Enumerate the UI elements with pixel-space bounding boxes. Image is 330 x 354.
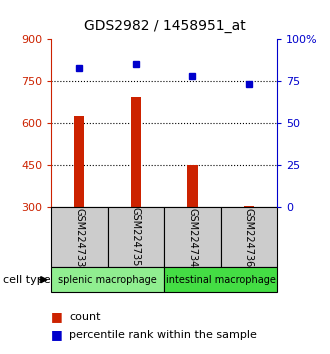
Text: ■: ■ <box>51 310 63 323</box>
Bar <box>187 165 198 207</box>
Text: ■: ■ <box>51 328 63 341</box>
Text: percentile rank within the sample: percentile rank within the sample <box>69 330 257 339</box>
Bar <box>244 206 254 207</box>
Text: intestinal macrophage: intestinal macrophage <box>166 275 276 285</box>
Text: splenic macrophage: splenic macrophage <box>58 275 157 285</box>
Bar <box>74 116 84 207</box>
Text: cell type: cell type <box>3 275 51 285</box>
Text: GSM224734: GSM224734 <box>187 207 197 267</box>
Text: GDS2982 / 1458951_at: GDS2982 / 1458951_at <box>84 19 246 34</box>
Text: GSM224733: GSM224733 <box>74 207 84 267</box>
Bar <box>108 207 164 267</box>
Text: count: count <box>69 312 101 322</box>
Bar <box>221 207 277 267</box>
Bar <box>131 97 141 207</box>
Bar <box>51 207 108 267</box>
Text: GSM224736: GSM224736 <box>244 207 254 267</box>
Bar <box>164 267 277 292</box>
Bar <box>51 267 164 292</box>
Bar <box>164 207 221 267</box>
Text: GSM224735: GSM224735 <box>131 207 141 267</box>
